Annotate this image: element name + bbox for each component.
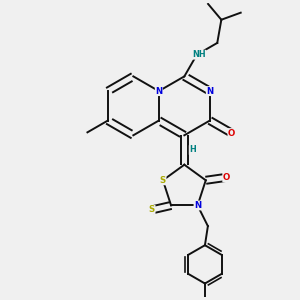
Text: N: N: [155, 87, 162, 96]
Text: O: O: [223, 173, 230, 182]
Text: N: N: [206, 87, 213, 96]
Text: N: N: [194, 201, 201, 210]
Text: S: S: [149, 206, 155, 214]
Text: H: H: [189, 146, 196, 154]
Text: O: O: [228, 129, 235, 138]
Text: S: S: [160, 176, 166, 185]
Text: NH: NH: [192, 50, 206, 59]
